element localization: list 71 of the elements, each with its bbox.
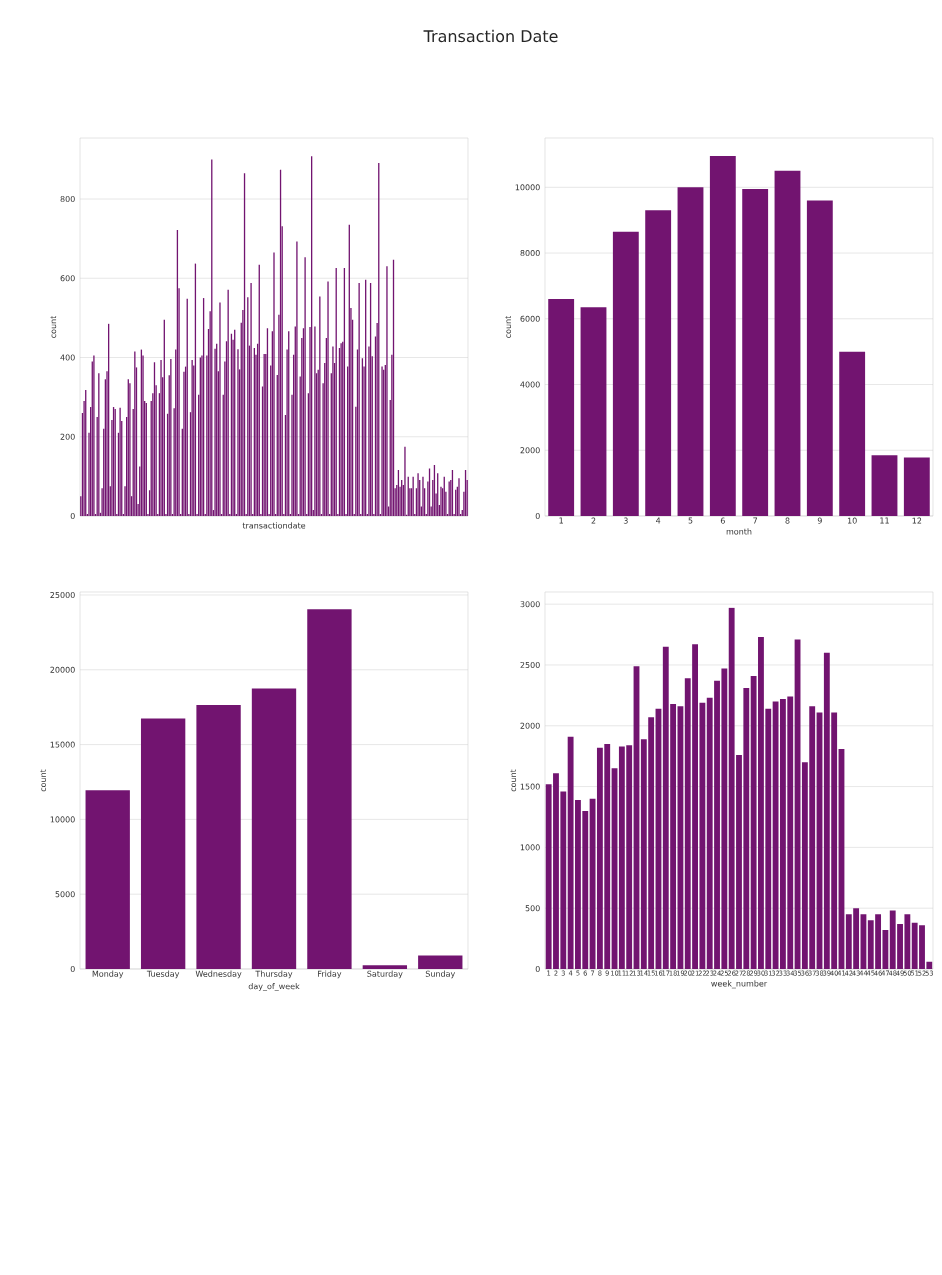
x-tick-label: 2 (591, 517, 596, 524)
y-tick-label: 2500 (520, 661, 540, 668)
y-tick-label: 1000 (520, 844, 540, 851)
y-axis-title: count (40, 769, 47, 792)
y-tick-label: 3000 (520, 601, 540, 608)
bar (362, 965, 408, 969)
y-tick-label: 5000 (55, 891, 75, 898)
x-tick-label: Friday (318, 970, 342, 979)
x-tick-label: 3 (623, 517, 628, 524)
y-tick-label: 10000 (50, 816, 75, 823)
x-tick-label: 7 (753, 517, 758, 524)
y-tick-label: 0 (535, 512, 540, 520)
y-tick-label: 25000 (50, 591, 75, 598)
y-tick-label: 600 (60, 275, 75, 282)
bar (307, 609, 352, 969)
y-tick-label: 6000 (520, 315, 540, 322)
bar (645, 210, 672, 516)
x-tick-label: 9 (817, 517, 822, 524)
x-tick-label: 4 (656, 517, 661, 524)
y-tick-label: 10000 (515, 184, 540, 191)
y-tick-label: 20000 (50, 666, 75, 673)
bar (251, 688, 297, 969)
bar (418, 955, 463, 969)
y-axis-title: count (50, 315, 57, 338)
y-tick-label: 4000 (520, 381, 540, 388)
bar (839, 351, 866, 516)
bar (903, 457, 930, 516)
x-tick-label: Tuesday (146, 970, 180, 979)
x-tick-label: 12 (912, 517, 922, 524)
y-tick-label: 800 (60, 195, 75, 203)
x-tick-label: Thursday (255, 970, 293, 979)
chart-title: Transaction Date (423, 29, 558, 43)
bar (677, 187, 704, 516)
x-tick-label: 6 (720, 517, 725, 524)
x-tick-label: 8 (785, 517, 790, 524)
y-axis-title: count (510, 769, 517, 792)
y-tick-label: 400 (60, 354, 75, 361)
bar (548, 299, 575, 516)
y-tick-label: 8000 (520, 250, 540, 257)
x-tick-label: 5 (688, 517, 693, 524)
y-tick-label: 2000 (520, 722, 540, 729)
bar (774, 170, 801, 516)
y-tick-label: 15000 (50, 741, 75, 748)
x-tick-label: 11 (880, 517, 889, 524)
bar (742, 188, 769, 516)
bar (580, 307, 607, 516)
x-tick-label: 10 (847, 517, 857, 524)
x-tick-label: Sunday (425, 970, 456, 979)
x-tick-label: Saturday (367, 970, 403, 979)
bar (871, 455, 898, 516)
x-axis-title: month (726, 528, 752, 535)
y-tick-label: 200 (60, 433, 75, 440)
bar (140, 718, 186, 969)
bar (612, 231, 639, 516)
y-axis-title: count (505, 315, 512, 338)
bar (196, 704, 241, 969)
y-tick-label: 1500 (520, 783, 540, 790)
x-axis-title: day_of_week (248, 983, 300, 992)
x-tick-label: Wednesday (195, 970, 242, 979)
y-tick-label: 2000 (520, 447, 540, 454)
y-tick-label: 0 (70, 512, 75, 520)
bar (709, 156, 736, 516)
x-axis-title: transactiondate (242, 522, 306, 529)
x-tick-label: 1 (559, 517, 563, 524)
x-axis-title: week_number (711, 980, 768, 989)
bar (806, 200, 833, 516)
y-tick-label: 0 (535, 965, 540, 973)
y-tick-label: 0 (70, 965, 75, 973)
y-tick-label: 500 (525, 905, 540, 912)
bar (85, 790, 130, 969)
x-tick-label: Monday (92, 970, 124, 979)
